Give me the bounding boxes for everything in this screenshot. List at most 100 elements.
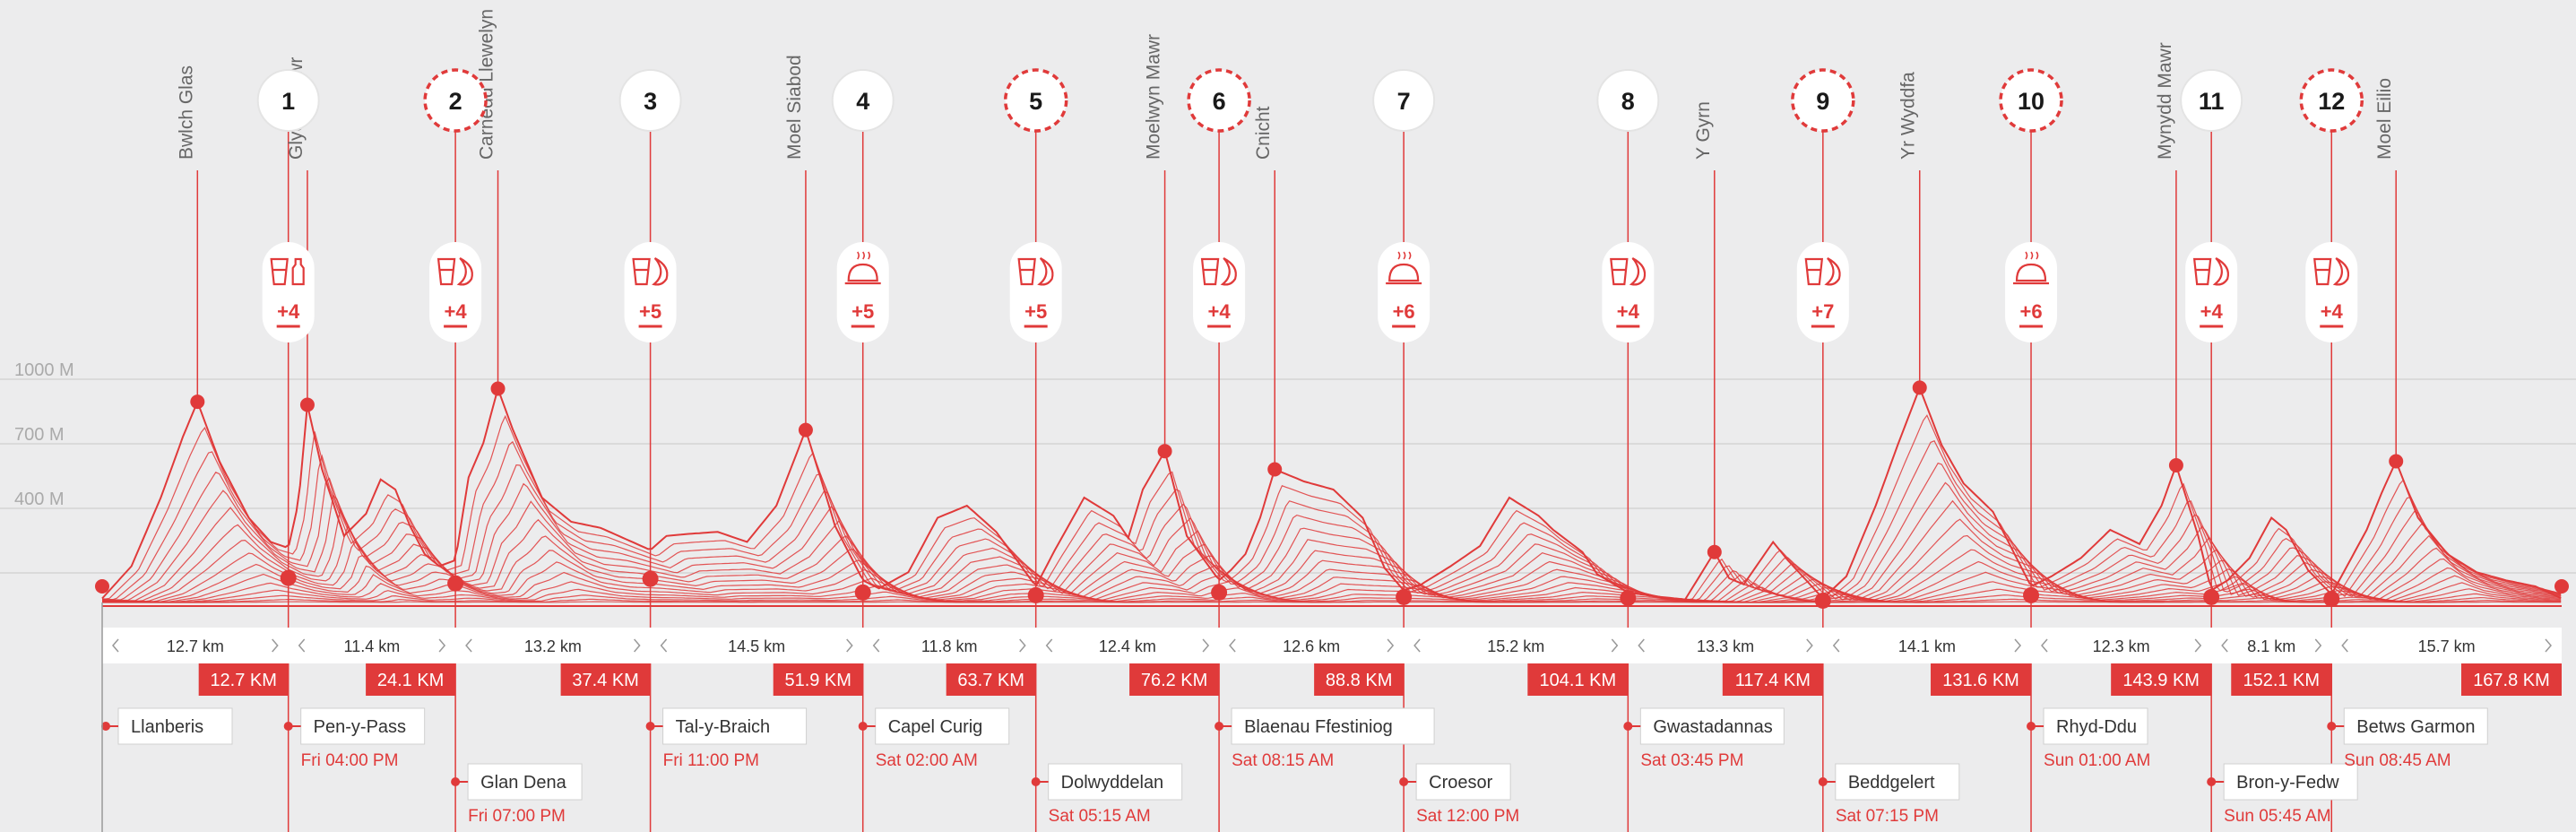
checkpoint-number: 3: [644, 88, 657, 115]
segment-distance: 8.1 km: [2247, 637, 2295, 655]
eta-time: Sat 05:15 AM: [1049, 807, 1151, 826]
supply-icons: [632, 257, 669, 286]
supply-pill: [2005, 242, 2058, 342]
segment-distance: 15.2 km: [1487, 637, 1544, 655]
drink-icon: [270, 257, 289, 286]
cumulative-distance: 51.9 KM: [784, 671, 851, 690]
cumulative-distance-box: [946, 663, 1036, 696]
checkpoint-badge: [1003, 68, 1068, 133]
checkpoint-dot: [1396, 588, 1413, 605]
banana-icon: [2332, 257, 2350, 286]
end-marker: [2554, 579, 2569, 594]
ridge-line: [102, 571, 2562, 603]
segment-distance: 15.7 km: [2418, 637, 2476, 655]
checkpoint-dot: [1211, 584, 1228, 601]
location-name: Bron-y-Fedw: [2236, 773, 2339, 793]
location-box: [467, 763, 583, 801]
cumulative-distance-box: [1129, 663, 1220, 696]
banana-icon: [652, 257, 669, 286]
supply-pill: [262, 242, 315, 342]
location-name: Beddgelert: [1848, 773, 1935, 793]
segment-strip: [102, 628, 2562, 663]
peak-label: Yr Wyddfa: [1898, 72, 1919, 160]
location-box: [300, 707, 426, 745]
cumulative-distance-box: [198, 663, 289, 696]
supply-pill: [836, 242, 889, 342]
location-box: [875, 707, 1010, 745]
checkpoint-badge: [1791, 68, 1855, 133]
banana-icon: [1037, 257, 1054, 286]
peak-dot: [1157, 444, 1172, 459]
location-box: [1048, 763, 1183, 801]
cumulative-distance: 143.9 KM: [2122, 671, 2200, 690]
supply-pill: [624, 242, 677, 342]
ridge-line: [102, 588, 2562, 603]
chevron-left-icon: [1229, 638, 1236, 653]
ridge-line: [101, 385, 2562, 601]
checkpoint-badge: [423, 68, 488, 133]
chevron-left-icon: [660, 638, 668, 653]
chevron-right-icon: [272, 638, 279, 653]
segment-distance: 11.4 km: [344, 637, 401, 655]
chevron-left-icon: [1413, 638, 1421, 653]
supply-pill: [1378, 242, 1431, 342]
eta-time: Sun 08:45 AM: [2344, 751, 2451, 770]
checkpoint-badge: [618, 69, 682, 132]
supply-pill: [2185, 242, 2238, 342]
cumulative-distance-box: [1314, 663, 1405, 696]
cumulative-distance: 117.4 KM: [1735, 671, 1811, 690]
ridge-line: [102, 518, 2562, 602]
eta-time: Sat 02:00 AM: [876, 751, 978, 770]
drink-icon: [1804, 257, 1824, 286]
y-tick-label: 1000 M: [14, 360, 74, 380]
segment-distance: 13.3 km: [1697, 637, 1754, 655]
peak-label: Carnedd Llewelyn: [477, 9, 497, 160]
checkpoint-badge: [831, 69, 895, 132]
location-box: [2043, 707, 2148, 745]
ridge-line: [102, 594, 2562, 603]
supply-icons: [1386, 251, 1422, 285]
eta-time: Fri 07:00 PM: [468, 807, 566, 826]
location-name: Croesor: [1429, 773, 1492, 793]
checkpoint-number: 8: [1621, 88, 1635, 115]
peak-label: Moel Siabod: [784, 55, 805, 160]
chevron-right-icon: [1806, 638, 1813, 653]
steam-icon: [857, 251, 871, 260]
segment-distance: 11.8 km: [921, 637, 978, 655]
eta-time: Sun 05:45 AM: [2224, 807, 2330, 826]
checkpoint-number: 12: [2318, 88, 2345, 115]
checkpoint-dot: [280, 569, 297, 586]
location-box: [662, 707, 808, 745]
location-name: Dolwyddelan: [1061, 773, 1164, 793]
location-name: Pen-y-Pass: [314, 717, 406, 737]
banana-icon: [1220, 257, 1237, 286]
peak-label: Mynydd Mawr: [2155, 42, 2175, 160]
chevron-left-icon: [2341, 638, 2348, 653]
banana-icon: [1629, 257, 1647, 286]
cumulative-distance-box: [773, 663, 863, 696]
location-name: Rhyd-Ddu: [2056, 717, 2137, 737]
peak-label: Y Gyrn: [1693, 101, 1714, 160]
supply-icons: [1017, 257, 1054, 286]
location-name: Llanberis: [131, 717, 203, 737]
cumulative-distance: 104.1 KM: [1540, 671, 1617, 690]
cumulative-distance-box: [366, 663, 456, 696]
drink-icon: [2192, 257, 2212, 286]
checkpoint-dot: [1027, 586, 1044, 603]
location-name: Tal-y-Braich: [676, 717, 771, 737]
chevron-left-icon: [1638, 638, 1645, 653]
peak-label: Cnicht: [1253, 106, 1274, 160]
start-marker: [95, 579, 109, 594]
segment-distance: 12.6 km: [1283, 637, 1340, 655]
peak-dot: [299, 397, 315, 412]
chevron-right-icon: [2314, 638, 2322, 653]
supply-pill: [2305, 242, 2358, 342]
segment-distance: 13.2 km: [524, 637, 582, 655]
cumulative-distance-box: [2111, 663, 2212, 696]
bottle-icon: [291, 257, 305, 286]
supply-icons: [844, 251, 881, 285]
cloche-icon: [1388, 263, 1420, 282]
checkpoint-badge: [256, 69, 320, 132]
peak-label: Moelwyn Mawr: [1144, 34, 1164, 160]
cumulative-distance: 12.7 KM: [210, 671, 276, 690]
